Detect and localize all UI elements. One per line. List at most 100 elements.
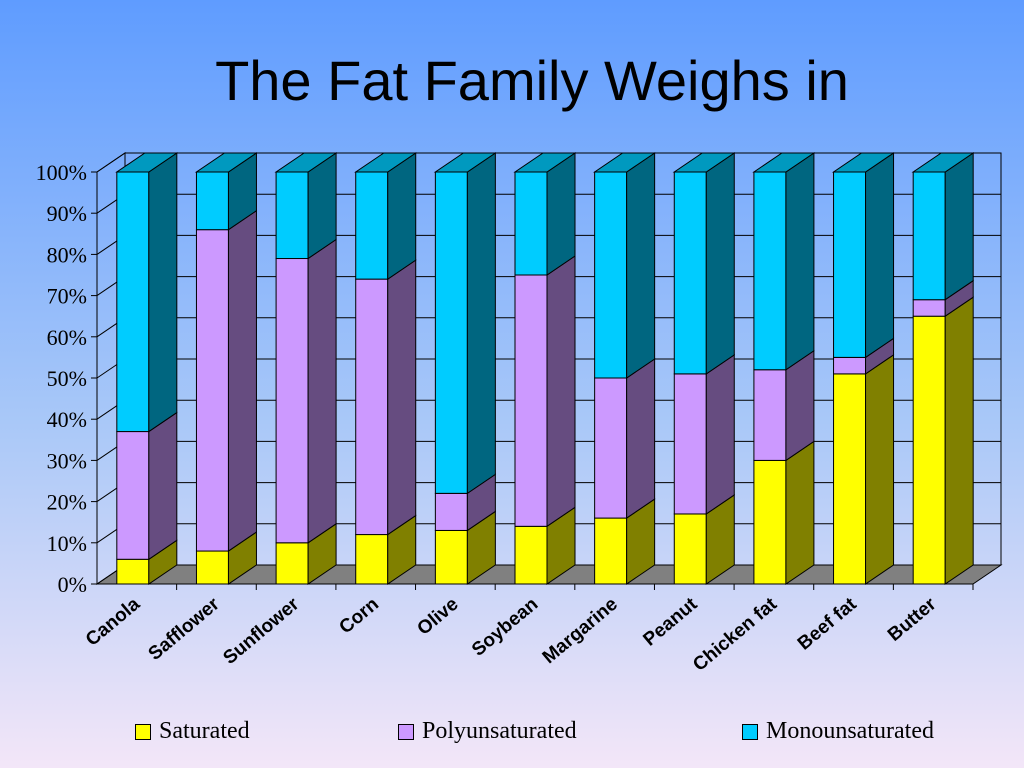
y-tick-label: 10% <box>47 531 87 556</box>
bar-beef-fat-monounsaturated <box>833 171 867 358</box>
x-tick-label-butter: Butter <box>884 593 941 645</box>
bar-safflower-saturated <box>195 550 229 585</box>
bar-side-corn-polyunsaturated <box>387 259 417 536</box>
gridline-side <box>96 152 126 173</box>
bar-beef-fat-polyunsaturated <box>833 356 867 375</box>
bar-top-peanut <box>672 152 736 173</box>
bar-butter-polyunsaturated <box>912 299 946 317</box>
bar-top-butter <box>911 152 975 173</box>
bar-side-safflower-polyunsaturated <box>227 209 257 552</box>
bar-side-corn-monounsaturated <box>387 152 417 281</box>
y-tick-label: 0% <box>58 572 87 597</box>
bar-margarine-saturated <box>594 517 628 585</box>
bar-side-butter-saturated <box>944 296 974 585</box>
bar-corn-monounsaturated <box>355 171 389 280</box>
y-tick-label: 50% <box>47 366 87 391</box>
bar-stack-canola <box>115 152 179 585</box>
bar-stack-butter <box>911 152 975 585</box>
chart-title: The Fat Family Weighs in <box>215 49 849 112</box>
legend-label-saturated: Saturated <box>159 718 250 744</box>
x-tick-label-sunflower: Sunflower <box>219 593 303 669</box>
bar-stack-beef-fat <box>831 152 896 585</box>
bar-top-margarine <box>593 152 657 173</box>
bar-sunflower-saturated <box>275 542 309 585</box>
bar-sunflower-monounsaturated <box>275 171 309 260</box>
bar-side-olive-monounsaturated <box>466 152 496 495</box>
bar-stack-soybean <box>513 152 577 585</box>
bar-stack-corn <box>354 152 418 585</box>
y-axis-tick-labels: 0% 10% 20% 30% 40% 50% 60% 70% 80% 90% 100% <box>36 160 87 597</box>
x-tick-label-olive: Olive <box>413 594 462 640</box>
y-tick-label: 100% <box>36 160 87 185</box>
bar-olive-saturated <box>434 529 468 585</box>
bar-top-soybean <box>513 152 577 173</box>
bar-stack-margarine <box>593 152 657 585</box>
bar-peanut-monounsaturated <box>673 171 707 375</box>
bar-side-beef-fat-saturated <box>865 353 895 585</box>
bar-canola-polyunsaturated <box>116 431 150 560</box>
bar-safflower-polyunsaturated <box>195 229 229 552</box>
legend-swatch-polyunsaturated <box>398 723 414 740</box>
legend-label-monounsaturated: Monounsaturated <box>766 718 934 744</box>
bar-side-soybean-monounsaturated <box>546 152 576 276</box>
bar-side-beef-fat-monounsaturated <box>865 152 895 359</box>
y-tick-label: 30% <box>47 448 87 473</box>
bar-safflower-monounsaturated <box>195 171 229 231</box>
bar-chicken-fat-monounsaturated <box>753 171 787 371</box>
bar-top-canola <box>115 152 179 173</box>
bar-side-chicken-fat-monounsaturated <box>785 152 815 371</box>
legend-item-polyunsaturated: Polyunsaturated <box>398 718 577 745</box>
x-tick-label-corn: Corn <box>335 594 382 639</box>
bar-side-peanut-polyunsaturated <box>705 353 735 515</box>
bar-peanut-saturated <box>673 513 707 585</box>
bar-side-peanut-monounsaturated <box>705 152 735 375</box>
chart-legend: Saturated Polyunsaturated Monounsaturate… <box>0 718 1024 748</box>
bar-side-chicken-fat-saturated <box>785 440 815 585</box>
bar-top-beef-fat <box>831 152 896 173</box>
x-tick-label-beef-fat: Beef fat <box>794 593 861 654</box>
bar-sunflower-polyunsaturated <box>275 258 309 544</box>
bar-corn-saturated <box>355 534 389 585</box>
bar-side-butter-monounsaturated <box>944 152 974 301</box>
bar-margarine-polyunsaturated <box>594 377 628 519</box>
bar-butter-monounsaturated <box>912 171 946 301</box>
chart-axes <box>91 171 974 590</box>
bar-canola-monounsaturated <box>116 171 150 433</box>
x-tick-label-soybean: Soybean <box>468 594 542 661</box>
bar-olive-monounsaturated <box>434 171 468 494</box>
x-tick-label-chicken-fat: Chicken fat <box>689 593 781 675</box>
bar-stack-sunflower <box>274 152 338 585</box>
bar-side-margarine-polyunsaturated <box>626 358 656 520</box>
bar-butter-saturated <box>912 315 946 585</box>
bar-top-safflower <box>194 152 259 173</box>
bar-canola-saturated <box>116 558 150 585</box>
bar-top-chicken-fat <box>752 152 816 173</box>
bar-chicken-fat-polyunsaturated <box>753 369 787 461</box>
chart-bars <box>115 152 975 585</box>
legend-swatch-monounsaturated <box>742 723 758 740</box>
bar-beef-fat-saturated <box>833 373 867 585</box>
bar-stack-safflower <box>194 152 259 585</box>
y-tick-label: 70% <box>47 284 87 309</box>
bar-stack-olive <box>433 152 497 585</box>
y-tick-label: 90% <box>47 201 87 226</box>
x-tick-label-peanut: Peanut <box>639 593 702 650</box>
bar-stack-chicken-fat <box>752 152 816 585</box>
y-tick-label: 20% <box>47 490 87 515</box>
bar-stack-peanut <box>672 152 736 585</box>
bar-soybean-monounsaturated <box>514 171 548 276</box>
x-tick-label-margarine: Margarine <box>539 594 622 668</box>
bar-margarine-monounsaturated <box>594 171 628 379</box>
bar-top-olive <box>433 152 497 173</box>
bar-side-margarine-monounsaturated <box>626 152 656 379</box>
bar-soybean-saturated <box>514 525 548 585</box>
y-tick-label: 80% <box>47 242 87 267</box>
legend-item-saturated: Saturated <box>135 718 250 745</box>
bar-side-canola-polyunsaturated <box>148 411 178 561</box>
legend-item-monounsaturated: Monounsaturated <box>742 718 934 745</box>
bar-olive-polyunsaturated <box>434 492 468 531</box>
y-tick-label: 40% <box>47 407 87 432</box>
bar-soybean-polyunsaturated <box>514 274 548 527</box>
bar-peanut-polyunsaturated <box>673 373 707 515</box>
